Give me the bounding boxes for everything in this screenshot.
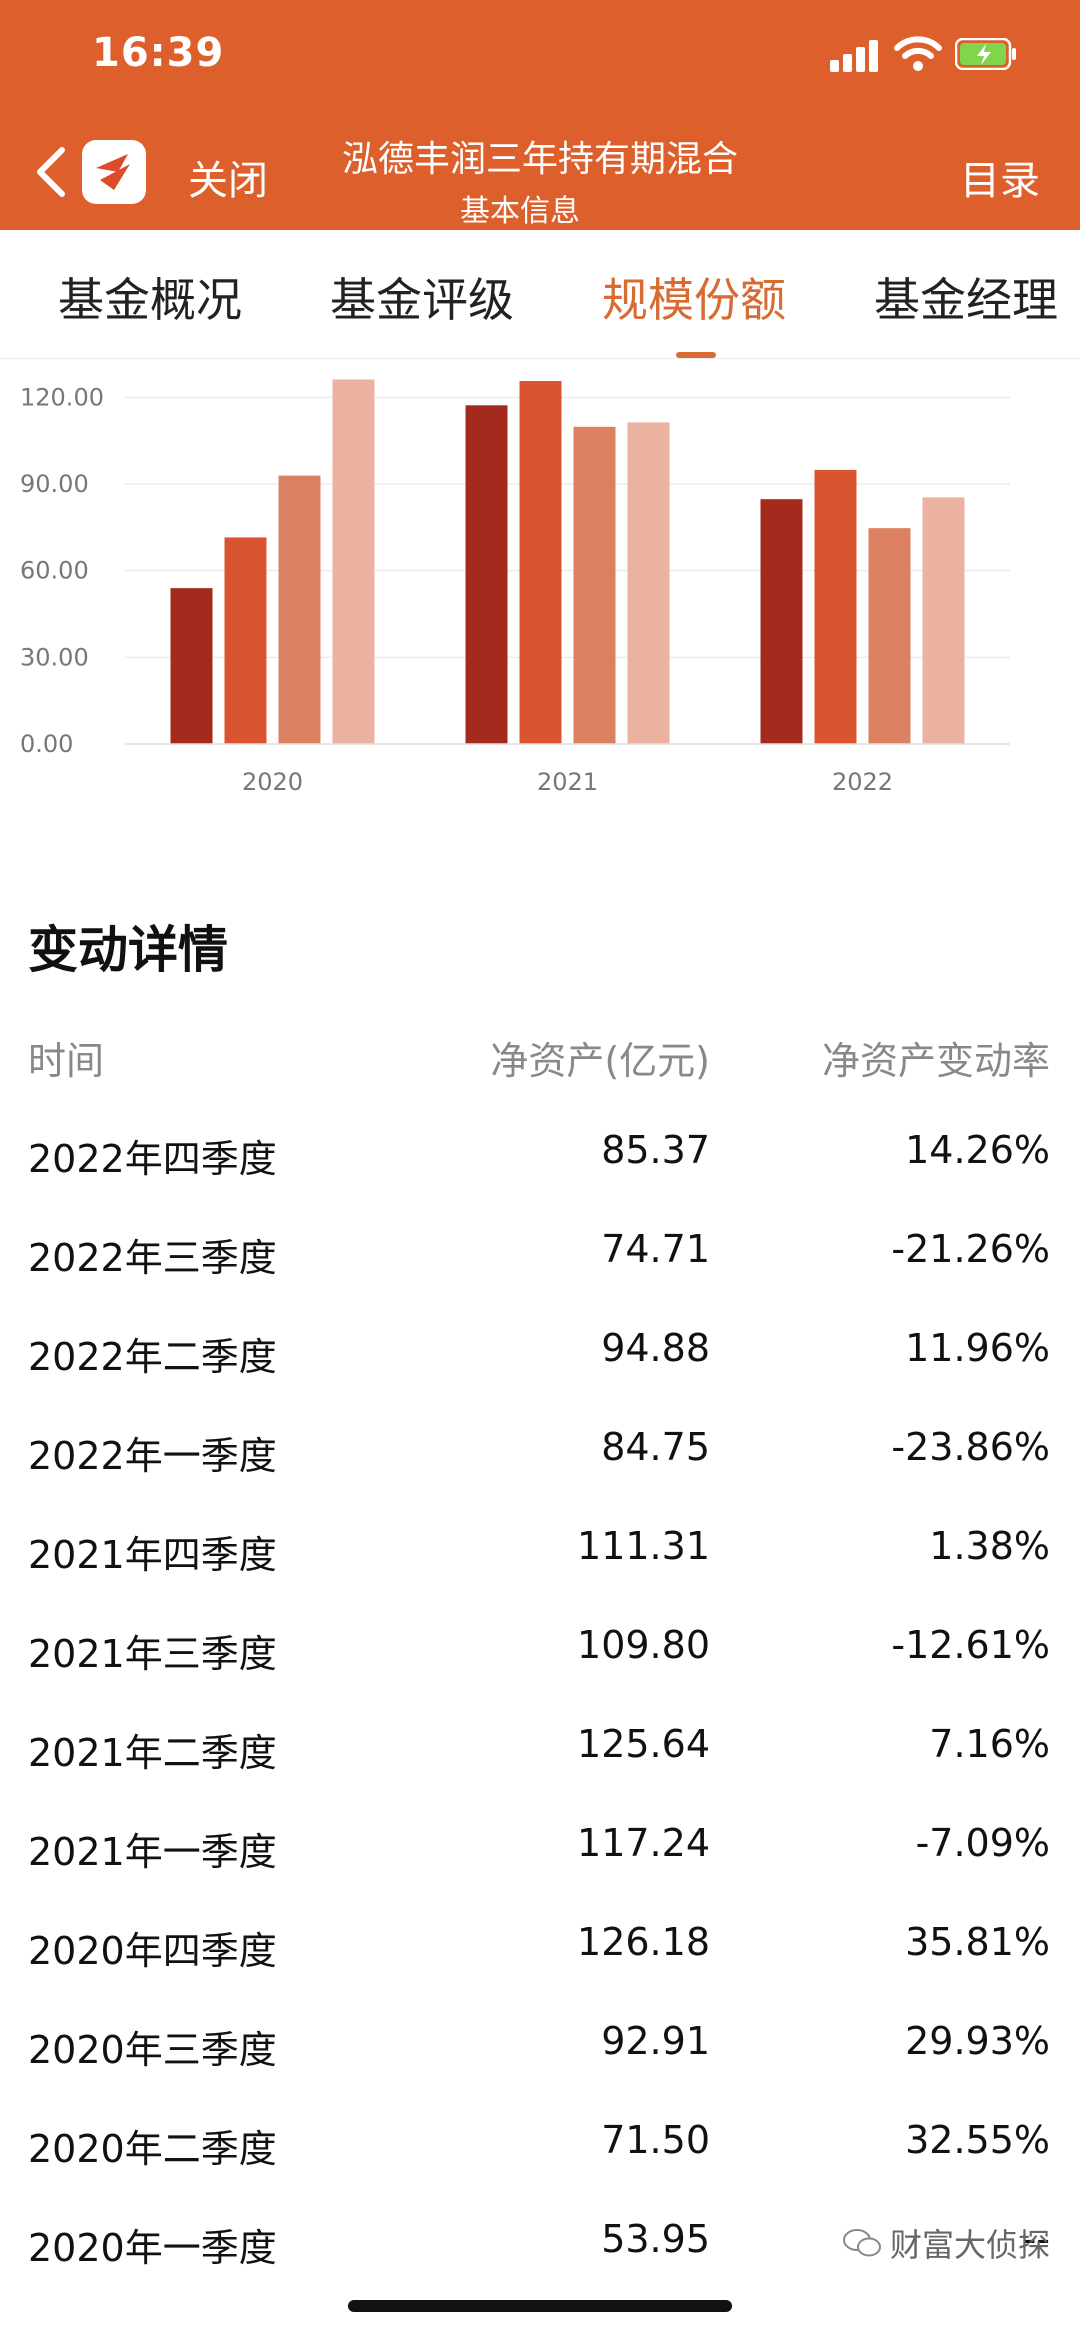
watermark-text: 财富大侦探 [889, 2226, 1050, 2264]
row-net-assets: 126.18 [577, 1920, 710, 1964]
table-row: 2022年二季度 94.88 11.96% [0, 1300, 1080, 1399]
app-logo [82, 140, 146, 204]
bar-2022-3[interactable] [868, 528, 911, 744]
row-net-assets: 117.24 [577, 1821, 710, 1865]
details-table: 2022年四季度 85.37 14.26% 2022年三季度 74.71 -21.26% 2… [0, 1102, 1080, 2290]
row-time: 2022年四季度 [28, 1137, 277, 1181]
bar-2020-2[interactable] [224, 537, 267, 744]
row-time: 2020年四季度 [28, 1929, 277, 1973]
table-row: 2021年一季度 117.24 -7.09% [0, 1795, 1080, 1894]
row-time: 2022年三季度 [28, 1236, 277, 1280]
row-net-assets: 85.37 [601, 1128, 710, 1172]
table-row: 2022年四季度 85.37 14.26% [0, 1102, 1080, 1201]
row-net-assets: 109.80 [577, 1623, 710, 1667]
x-tick-label: 2021 [537, 768, 598, 796]
row-change-rate: 35.81% [905, 1920, 1050, 1964]
page-subtitle: 基本信息 [460, 194, 580, 229]
bar-2022-4[interactable] [922, 497, 965, 744]
table-row: 2020年三季度 92.91 29.93% [0, 1993, 1080, 2092]
row-time: 2021年四季度 [28, 1533, 277, 1577]
battery-icon [955, 38, 1016, 70]
catalog-button[interactable]: 目录 [960, 158, 1040, 204]
bar-2021-3[interactable] [573, 426, 616, 744]
row-change-rate: 7.16% [929, 1722, 1050, 1766]
app-header: 16:39 关闭 泓德丰润三年持有期混合 基本信息 目录 [0, 0, 1080, 230]
home-indicator[interactable] [348, 2300, 732, 2312]
row-change-rate: -12.61% [891, 1623, 1050, 1667]
table-row: 2021年三季度 109.80 -12.61% [0, 1597, 1080, 1696]
tab-fund-overview[interactable]: 基金概况 [58, 273, 242, 327]
row-change-rate: 32.55% [905, 2118, 1050, 2162]
bar-2020-4[interactable] [332, 379, 375, 744]
table-row: 2020年一季度 53.95 -- [0, 2191, 1080, 2290]
header-change-rate: 净资产变动率 [821, 1039, 1050, 1083]
row-change-rate: -- [1022, 2217, 1050, 2261]
x-tick-label: 2020 [242, 768, 303, 796]
y-tick-label: 120.00 [20, 383, 104, 411]
row-time: 2020年二季度 [28, 2127, 277, 2171]
row-change-rate: 14.26% [905, 1128, 1050, 1172]
bar-2021-1[interactable] [465, 405, 508, 744]
row-net-assets: 74.71 [601, 1227, 710, 1271]
active-tab-indicator [676, 352, 716, 358]
table-row: 2022年一季度 84.75 -23.86% [0, 1399, 1080, 1498]
y-tick-label: 60.00 [20, 557, 89, 585]
bar-2022-2[interactable] [814, 469, 857, 744]
row-time: 2020年三季度 [28, 2028, 277, 2072]
y-tick-label: 30.00 [20, 643, 89, 671]
row-change-rate: 1.38% [929, 1524, 1050, 1568]
row-net-assets: 53.95 [601, 2217, 710, 2261]
row-time: 2021年一季度 [28, 1830, 277, 1874]
header-net-assets: 净资产(亿元) [490, 1039, 710, 1083]
row-time: 2021年三季度 [28, 1632, 277, 1676]
scale-bar-chart: 0.00 30.00 60.00 90.00 120.00 2020 2021 2022 [20, 379, 1010, 796]
row-change-rate: 11.96% [905, 1326, 1050, 1370]
row-net-assets: 94.88 [601, 1326, 710, 1370]
row-time: 2021年二季度 [28, 1731, 277, 1775]
wechat-icon [842, 2229, 881, 2257]
row-time: 2020年一季度 [28, 2226, 277, 2270]
bar-2020-1[interactable] [170, 588, 213, 744]
tab-bar: 基金概况 基金评级 规模份额 基金经理 [0, 230, 1080, 359]
wifi-icon [894, 36, 942, 71]
bar-2021-2[interactable] [519, 381, 562, 744]
header-time: 时间 [28, 1039, 105, 1083]
table-row: 2021年二季度 125.64 7.16% [0, 1696, 1080, 1795]
row-net-assets: 92.91 [601, 2019, 710, 2063]
row-net-assets: 84.75 [601, 1425, 710, 1469]
back-chevron-icon[interactable] [30, 142, 74, 202]
row-change-rate: -7.09% [915, 1821, 1050, 1865]
y-tick-label: 0.00 [20, 730, 73, 758]
table-row: 2020年二季度 71.50 32.55% [0, 2092, 1080, 2191]
row-change-rate: -23.86% [891, 1425, 1050, 1469]
row-net-assets: 111.31 [577, 1524, 710, 1568]
tab-fund-manager[interactable]: 基金经理 [874, 273, 1058, 327]
signal-icon [830, 38, 880, 72]
tab-scale-share[interactable]: 规模份额 [602, 273, 786, 327]
bar-2021-4[interactable] [627, 422, 670, 744]
row-change-rate: 29.93% [905, 2019, 1050, 2063]
status-time: 16:39 [92, 30, 225, 76]
close-button[interactable]: 关闭 [188, 158, 268, 204]
row-net-assets: 125.64 [577, 1722, 710, 1766]
details-title: 变动详情 [28, 921, 228, 979]
app-logo-icon [96, 154, 130, 190]
table-row: 2022年三季度 74.71 -21.26% [0, 1201, 1080, 1300]
watermark: 财富大侦探 [842, 2220, 1050, 2266]
tab-fund-rating[interactable]: 基金评级 [330, 273, 514, 327]
table-header: 时间 净资产(亿元) 净资产变动率 [0, 1030, 1080, 1090]
bar-2020-3[interactable] [278, 475, 321, 744]
table-row: 2021年四季度 111.31 1.38% [0, 1498, 1080, 1597]
row-time: 2022年二季度 [28, 1335, 277, 1379]
row-net-assets: 71.50 [601, 2118, 710, 2162]
row-time: 2022年一季度 [28, 1434, 277, 1478]
row-change-rate: -21.26% [891, 1227, 1050, 1271]
bar-2022-1[interactable] [760, 499, 803, 744]
page-title: 泓德丰润三年持有期混合 [341, 139, 738, 180]
table-row: 2020年四季度 126.18 35.81% [0, 1894, 1080, 1993]
y-tick-label: 90.00 [20, 470, 89, 498]
x-tick-label: 2022 [832, 768, 893, 796]
